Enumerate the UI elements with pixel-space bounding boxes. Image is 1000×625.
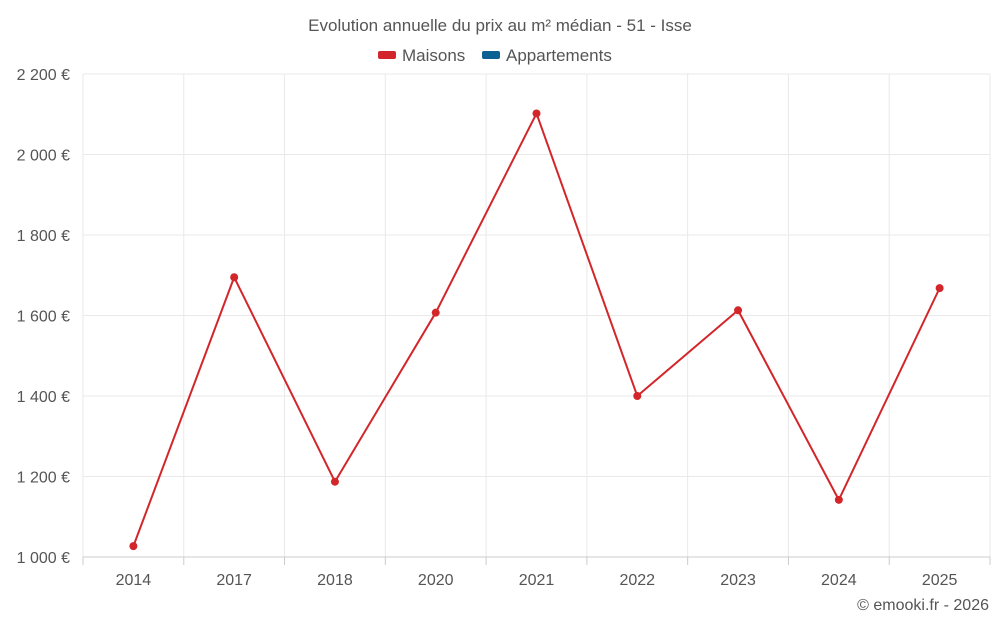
y-tick-label: 2 200 € (17, 67, 70, 84)
plot-area (129, 109, 944, 551)
y-tick-label: 1 400 € (17, 389, 70, 406)
x-tick-label: 2017 (216, 572, 252, 589)
x-tick-label: 2014 (116, 572, 152, 589)
credit-text: © emooki.fr - 2026 (857, 597, 989, 614)
chart-title: Evolution annuelle du prix au m² médian … (308, 16, 692, 35)
gridlines (82, 73, 991, 557)
legend: Maisons Appartements (378, 46, 612, 65)
legend-item-maisons[interactable]: Maisons (378, 46, 465, 65)
x-tick-label: 2020 (418, 572, 454, 589)
series-line-maisons (132, 112, 941, 547)
x-tick-label: 2023 (720, 572, 756, 589)
data-point[interactable] (734, 306, 743, 315)
legend-label-maisons: Maisons (402, 46, 465, 65)
y-tick-label: 1 800 € (17, 228, 70, 245)
y-tick-label: 2 000 € (17, 148, 70, 165)
legend-item-appartements[interactable]: Appartements (482, 46, 612, 65)
y-tick-label: 1 600 € (17, 309, 70, 326)
x-tick-label: 2025 (922, 572, 958, 589)
legend-swatch-maisons (378, 51, 396, 59)
y-axis: 1 000 € 1 200 € 1 400 € 1 600 € 1 800 € 2 000… (17, 67, 70, 567)
x-tick-label: 2022 (619, 572, 655, 589)
data-point[interactable] (935, 284, 944, 293)
data-point[interactable] (834, 495, 843, 504)
legend-swatch-appartements (482, 51, 500, 59)
x-axis: 2014 2017 2018 2020 2021 2022 2023 2024 2025 (82, 556, 991, 589)
data-point[interactable] (230, 273, 239, 282)
data-point[interactable] (330, 477, 339, 486)
legend-label-appartements: Appartements (506, 46, 612, 65)
data-point[interactable] (431, 308, 440, 317)
x-tick-label: 2024 (821, 572, 857, 589)
data-point[interactable] (532, 109, 541, 118)
x-tick-label: 2021 (519, 572, 555, 589)
data-point[interactable] (129, 542, 138, 551)
y-tick-label: 1 200 € (17, 470, 70, 487)
x-tick-label: 2018 (317, 572, 353, 589)
data-point[interactable] (633, 392, 642, 400)
y-tick-label: 1 000 € (17, 550, 70, 567)
